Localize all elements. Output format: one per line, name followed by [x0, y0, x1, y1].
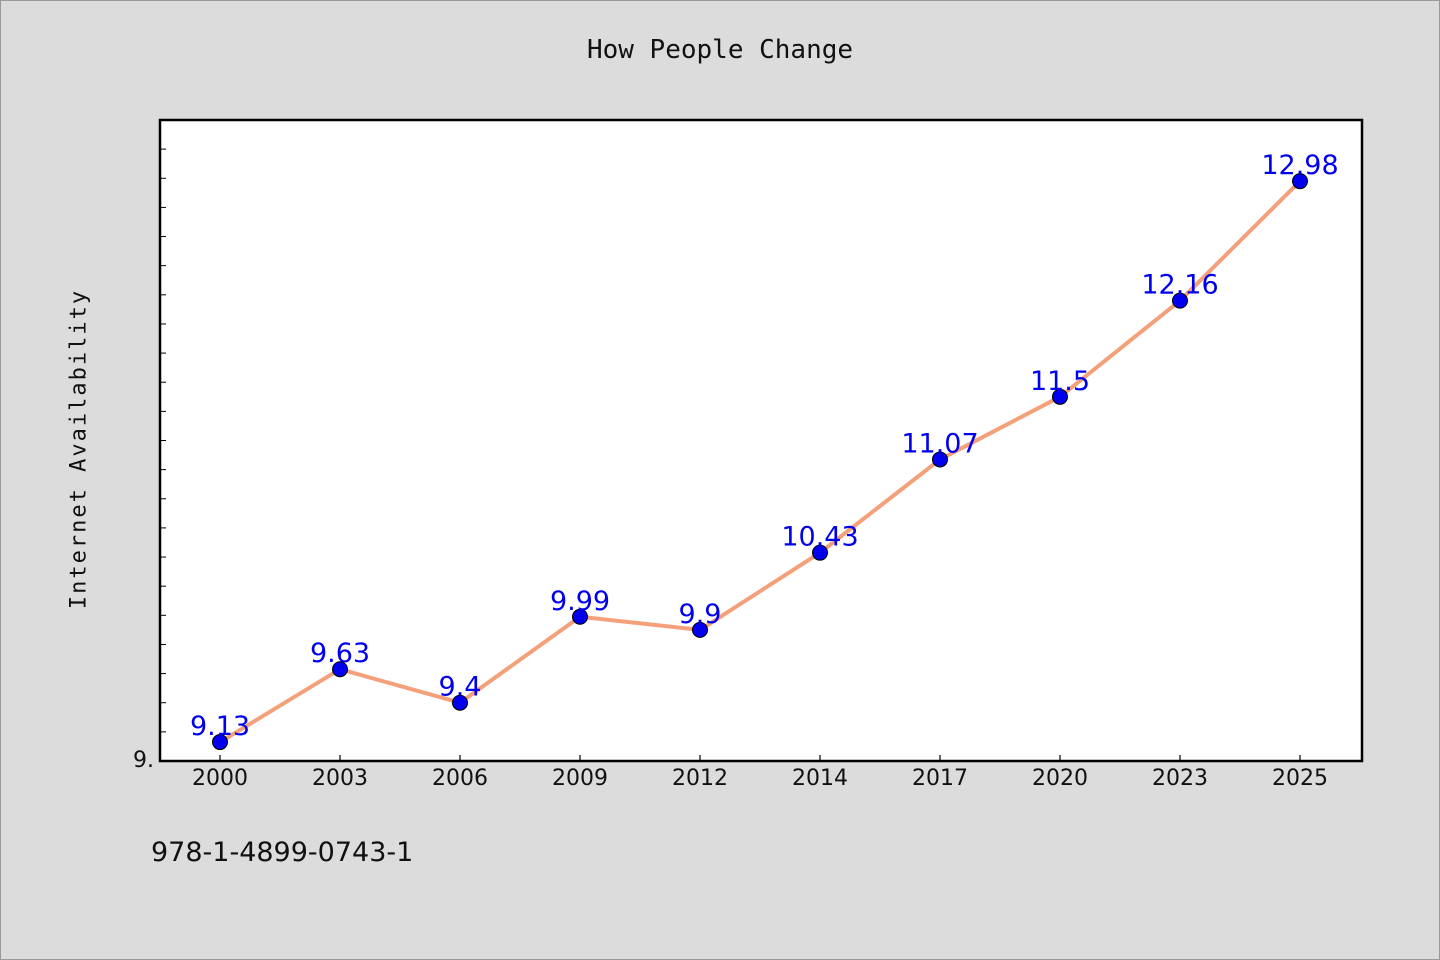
y-tick-label: 9.: [133, 748, 154, 773]
data-label: 10.43: [781, 522, 858, 553]
x-tick-label: 2020: [1032, 766, 1088, 791]
data-point: [572, 608, 588, 625]
data-point: [452, 694, 468, 711]
data-point: [692, 621, 708, 638]
data-point: [1292, 173, 1308, 190]
data-label: 11.07: [901, 428, 978, 459]
x-tick-label: 2006: [432, 766, 488, 791]
data-label: 9.63: [310, 638, 370, 669]
isbn-text: 978-1-4899-0743-1: [151, 837, 414, 868]
x-tick-label: 2000: [192, 766, 248, 791]
data-label: 9.4: [439, 672, 482, 703]
data-label: 9.99: [550, 586, 610, 617]
data-point: [932, 451, 948, 468]
chart-title: How People Change: [586, 35, 854, 65]
data-point: [812, 544, 828, 561]
x-tick-label: 2003: [312, 766, 368, 791]
series-line: [218, 179, 1302, 744]
data-point: [1052, 388, 1068, 405]
x-tick-label: 2009: [552, 766, 608, 791]
data-label: 12.98: [1261, 150, 1338, 181]
data-label: 9.9: [679, 599, 722, 630]
data-point: [1172, 292, 1188, 309]
plot-area: [158, 118, 1364, 763]
x-tick-label: 2014: [792, 766, 848, 791]
x-tick-label: 2025: [1272, 766, 1328, 791]
data-point: [332, 661, 348, 678]
data-label: 9.13: [190, 711, 250, 742]
x-tick-label: 2023: [1152, 766, 1208, 791]
data-point: [212, 734, 228, 751]
x-tick-label: 2012: [672, 766, 728, 791]
data-label: 12.16: [1141, 270, 1218, 301]
x-tick-label: 2017: [912, 766, 968, 791]
data-label: 11.5: [1030, 366, 1090, 397]
